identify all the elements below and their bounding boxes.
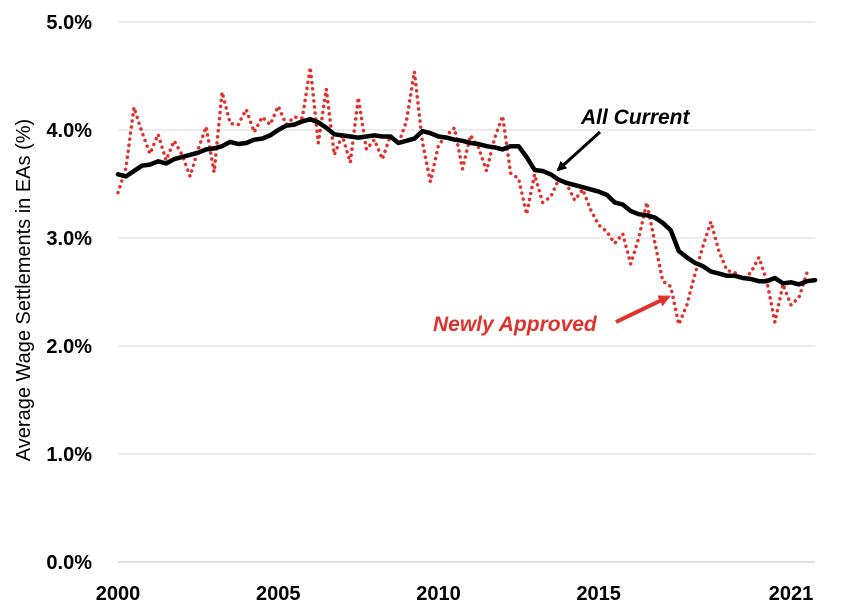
annotation-all-current: All Current [580,106,691,129]
y-tick-label: 2.0% [46,336,92,358]
y-tick-label: 4.0% [46,120,92,142]
y-tick-label: 0.0% [46,552,92,574]
annotation-all-current-arrow [556,130,602,172]
x-tick-label: 2000 [96,583,141,605]
annotation-newly-approved-arrow [615,295,671,324]
annotations: All Current Newly Approved [433,106,691,336]
series-line-newly-approved [116,65,809,327]
x-axis-tick-labels: 2000 2005 2010 2015 2021 [96,583,813,605]
y-axis-tick-labels: 0.0% 1.0% 2.0% 3.0% 4.0% 5.0% [46,12,92,574]
x-tick-label: 2010 [416,583,461,605]
series-layer [115,65,818,327]
y-tick-label: 5.0% [46,12,92,34]
annotation-newly-approved: Newly Approved [433,313,598,336]
x-tick-label: 2005 [256,583,301,605]
y-axis-title: Average Wage Settlements in EAs (%) [13,119,35,461]
x-tick-label: 2015 [576,583,621,605]
y-tick-label: 3.0% [46,228,92,250]
y-tick-label: 1.0% [46,444,92,466]
gridlines [118,21,815,563]
series-line-all-current [115,116,818,287]
x-tick-label: 2021 [769,583,814,605]
